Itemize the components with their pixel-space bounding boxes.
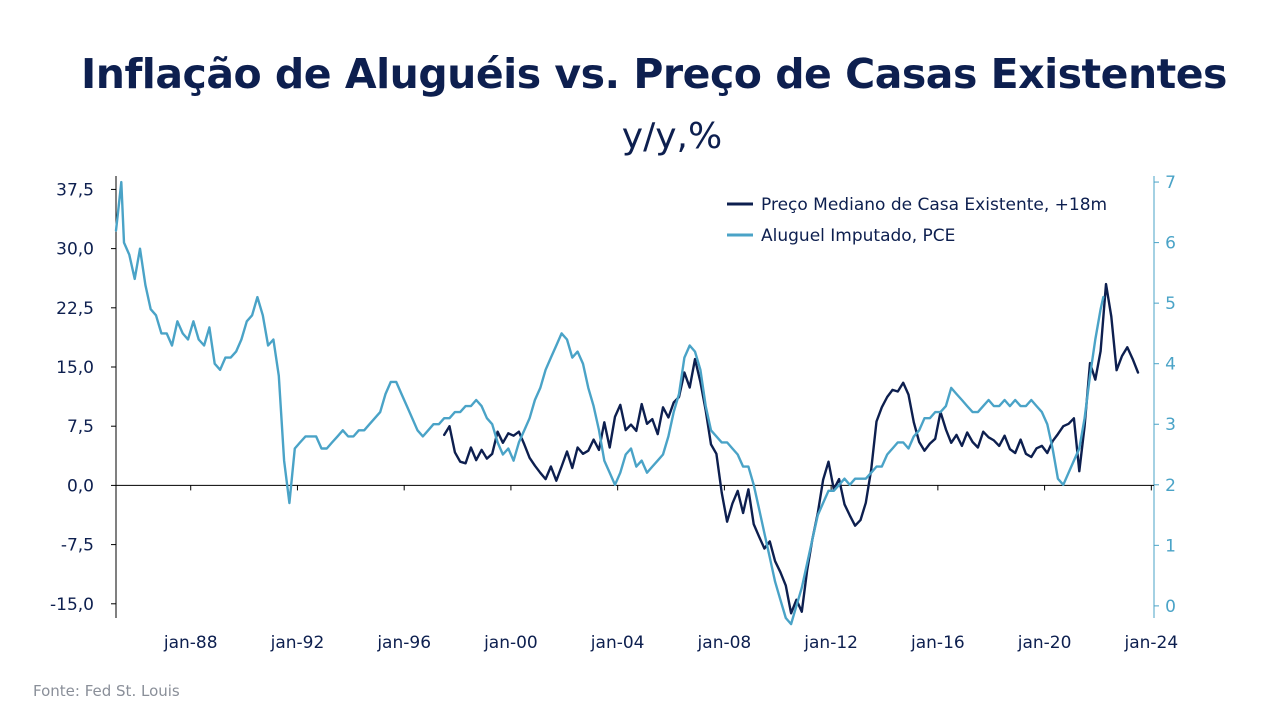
x-tick-label: jan-24 (1123, 633, 1178, 653)
right-tick-label: 3 (1165, 415, 1176, 435)
left-tick-label: 22,5 (56, 299, 94, 319)
left-tick-label: -7,5 (61, 536, 94, 556)
right-tick-label: 4 (1165, 355, 1176, 375)
left-tick-label: -15,0 (50, 595, 94, 615)
series-line-imputed-rent (114, 180, 1105, 626)
x-tick-label: jan-12 (803, 633, 858, 653)
left-tick-label: 30,0 (56, 240, 94, 260)
left-tick-label: 7,5 (67, 417, 94, 437)
chart-title: Inflação de Aluguéis vs. Preço de Casas … (81, 50, 1227, 98)
chart-axes: 37,5 30,0 22,5 15,0 7,5 0,0 -7,5 -15,0 7 6 5 4 3 2 1 0 j… (50, 173, 1178, 653)
x-tick-label: jan-88 (163, 633, 218, 653)
right-tick-label: 5 (1165, 294, 1176, 314)
source-note: Fonte: Fed St. Louis (33, 682, 180, 700)
left-tick-label: 15,0 (56, 358, 94, 378)
left-tick-label: 0,0 (67, 476, 94, 496)
legend-label-home-price: Preço Mediano de Casa Existente, +18m (761, 195, 1107, 215)
chart-subtitle: y/y,% (621, 116, 723, 157)
left-tick-label: 37,5 (56, 180, 94, 200)
x-tick-label: jan-16 (910, 633, 965, 653)
series-line-home-price (443, 282, 1140, 615)
x-tick-label: jan-96 (376, 633, 431, 653)
x-tick-label: jan-04 (590, 633, 645, 653)
legend-label-imputed-rent: Aluguel Imputado, PCE (761, 226, 955, 246)
right-tick-label: 0 (1165, 597, 1176, 617)
chart-series (114, 180, 1140, 626)
right-tick-label: 6 (1165, 234, 1176, 254)
x-tick-label: jan-92 (270, 633, 325, 653)
right-tick-label: 1 (1165, 536, 1176, 556)
x-tick-label: jan-20 (1017, 633, 1072, 653)
x-tick-label: jan-00 (483, 633, 538, 653)
right-tick-label: 2 (1165, 476, 1176, 496)
right-tick-label: 7 (1165, 173, 1176, 193)
x-tick-label: jan-08 (697, 633, 752, 653)
chart-legend: Preço Mediano de Casa Existente, +18m Alu… (727, 195, 1107, 246)
